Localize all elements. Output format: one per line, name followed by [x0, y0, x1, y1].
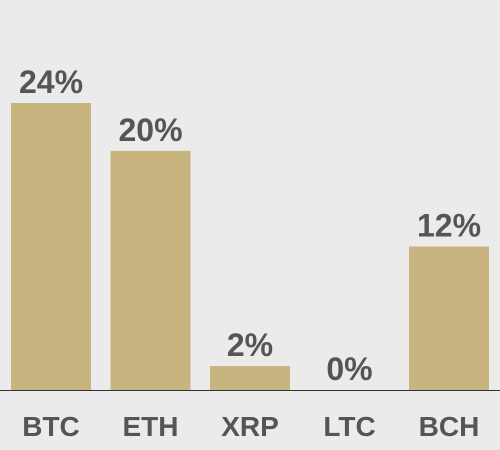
bar [110, 150, 191, 390]
value-label: 12% [417, 208, 481, 244]
value-label: 0% [326, 351, 372, 387]
value-label: 20% [118, 112, 182, 148]
x-tick-label: LTC [323, 411, 375, 442]
value-label: 2% [227, 327, 273, 363]
x-tick-label: BTC [22, 411, 80, 442]
bar [210, 366, 290, 390]
bar [409, 246, 489, 390]
x-tick-label: BCH [419, 411, 480, 442]
x-tick-label: XRP [221, 411, 279, 442]
value-label: 24% [19, 64, 83, 100]
x-tick-label: ETH [123, 411, 179, 442]
bar [11, 103, 91, 390]
